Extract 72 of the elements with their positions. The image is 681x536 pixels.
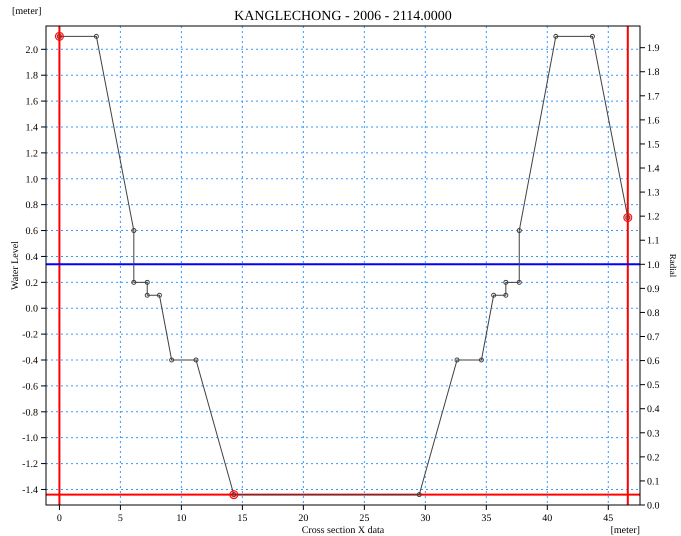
x-tick-label: 0 bbox=[56, 513, 62, 524]
y-tick-label: -0.6 bbox=[22, 381, 38, 392]
y-tick-label: 1.2 bbox=[26, 148, 38, 160]
point bbox=[94, 34, 99, 39]
y2-tick-label: 0.0 bbox=[647, 500, 660, 512]
point bbox=[454, 358, 460, 363]
y2-tick-label: 1.6 bbox=[647, 115, 660, 126]
x-axis-title: Cross section X data bbox=[302, 525, 385, 536]
x-tick-label: 20 bbox=[298, 513, 308, 524]
y-tick-label: 0.6 bbox=[26, 226, 38, 238]
y-tick-label: -0.4 bbox=[22, 356, 38, 367]
y2-tick-label: 0.8 bbox=[647, 308, 660, 319]
y-tick-label: 1.0 bbox=[26, 174, 38, 186]
y-tick-label: 0.4 bbox=[26, 252, 38, 263]
text: [meter] bbox=[12, 6, 42, 17]
y-tick-label: 2.0 bbox=[26, 44, 38, 56]
y2-tick-label: 1.7 bbox=[647, 91, 660, 102]
y-tick-label: 1.6 bbox=[26, 96, 38, 108]
point bbox=[590, 34, 595, 39]
y-tick-label: 1.4 bbox=[26, 122, 38, 134]
y-tick-label: -1.4 bbox=[22, 484, 38, 496]
x-tick-label: 45 bbox=[603, 513, 614, 524]
y2-tick-label: 0.3 bbox=[647, 428, 660, 440]
y-tick-label: -1.0 bbox=[22, 433, 38, 444]
y2-tick-label: 1.5 bbox=[647, 139, 660, 150]
point bbox=[503, 292, 508, 298]
y-tick-label: 0.8 bbox=[26, 200, 38, 212]
y2-tick-label: 0.6 bbox=[647, 356, 660, 368]
point bbox=[194, 358, 199, 363]
point bbox=[478, 358, 484, 363]
y2-tick-label: 0.5 bbox=[647, 380, 660, 392]
y2-tick-label: 1.0 bbox=[647, 260, 660, 271]
y2-tick-label: 1.2 bbox=[647, 212, 660, 223]
x-tick-label: 10 bbox=[176, 513, 186, 524]
point bbox=[169, 358, 174, 363]
x-tick-label: 35 bbox=[481, 513, 492, 524]
x-tick-label: 30 bbox=[420, 513, 430, 524]
text: [meter] bbox=[610, 525, 640, 536]
point bbox=[503, 280, 508, 285]
y2-tick-label: 0.4 bbox=[647, 404, 660, 416]
y2-tick-label: 1.1 bbox=[647, 236, 660, 247]
x-tick-label: 5 bbox=[118, 513, 123, 524]
point bbox=[516, 228, 522, 234]
y2-axis-title: Radial bbox=[668, 254, 678, 278]
x-tick-label: 40 bbox=[542, 513, 552, 524]
point bbox=[131, 280, 136, 285]
point bbox=[516, 280, 522, 285]
point bbox=[553, 34, 558, 39]
y-tick-label: -0.8 bbox=[22, 407, 38, 418]
point bbox=[156, 292, 162, 298]
point bbox=[416, 492, 422, 498]
y-tick-label: 0.2 bbox=[26, 278, 38, 289]
y2-tick-label: 1.9 bbox=[647, 43, 660, 54]
y2-tick-label: 0.7 bbox=[647, 332, 660, 344]
y-tick-label: 1.8 bbox=[26, 70, 38, 82]
x-tick-label: 15 bbox=[237, 513, 248, 524]
y2-tick-label: 1.4 bbox=[647, 164, 660, 175]
y-tick-label: 0.0 bbox=[26, 304, 38, 315]
chart-title: KANGLECHONG - 2006 - 2114.0000 bbox=[234, 9, 452, 24]
point bbox=[144, 280, 150, 285]
x-tick-label: 25 bbox=[359, 513, 370, 524]
y2-tick-label: 1.3 bbox=[647, 188, 660, 199]
y2-tick-label: 0.1 bbox=[647, 476, 660, 488]
y-axis-title: Water Level bbox=[10, 240, 21, 290]
y2-tick-label: 0.9 bbox=[647, 284, 660, 295]
y2-tick-label: 1.8 bbox=[647, 67, 660, 78]
point bbox=[131, 228, 136, 234]
y2-tick-label: 0.2 bbox=[647, 452, 660, 464]
point bbox=[491, 292, 496, 298]
point bbox=[144, 292, 150, 298]
y-tick-label: -0.2 bbox=[22, 330, 38, 341]
y-tick-label: -1.2 bbox=[22, 459, 38, 470]
